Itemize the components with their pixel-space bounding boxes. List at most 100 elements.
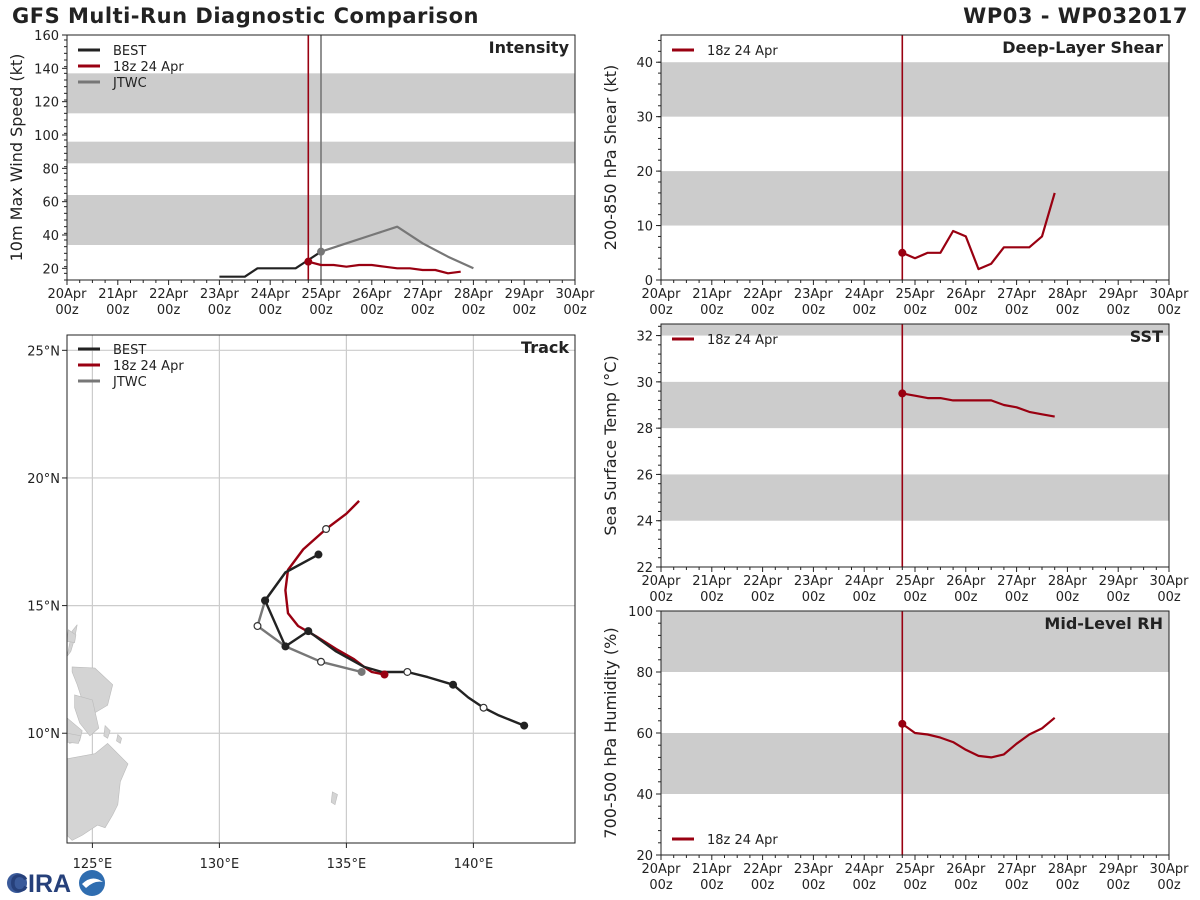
track-point-best [449, 680, 458, 689]
shear-legend-label: 18z 24 Apr [707, 44, 778, 59]
y-tick-label: 0 [645, 274, 653, 289]
x-tick-label: 00z [411, 303, 435, 318]
y-tick-label: 160 [34, 29, 59, 44]
x-tick-label: 00z [751, 878, 775, 893]
track-legend-label: JTWC [112, 375, 147, 390]
x-tick-label: 00z [55, 303, 79, 318]
x-tick-label: 00z [903, 303, 927, 318]
x-tick-label: 27Apr [997, 574, 1037, 589]
sst-panel: 20Apr00z21Apr00z22Apr00z23Apr00z24Apr00z… [601, 323, 1189, 605]
x-tick-label: 00z [1107, 590, 1131, 605]
track-point-best [304, 627, 313, 636]
rh-marker-run [898, 719, 907, 728]
track-point-best [520, 721, 529, 730]
y-tick-label: 100 [628, 605, 653, 620]
logo-globe-icon [7, 873, 27, 893]
track-lon-label: 140°E [454, 857, 494, 872]
sst-band [661, 474, 1169, 521]
track-point-open-jtwc [317, 657, 326, 666]
shear-series-run [901, 192, 1056, 271]
track-lon-label: 125°E [73, 857, 113, 872]
land-leyte [74, 694, 100, 737]
x-tick-label: 00z [954, 878, 978, 893]
x-tick-label: 00z [513, 303, 537, 318]
y-tick-label: 60 [636, 727, 653, 742]
x-tick-label: 00z [309, 303, 333, 318]
x-tick-label: 00z [751, 590, 775, 605]
x-tick-label: 27Apr [403, 287, 443, 302]
x-tick-label: 00z [802, 878, 826, 893]
x-tick-label: 00z [208, 303, 232, 318]
x-tick-label: 00z [563, 303, 587, 318]
x-tick-label: 26Apr [946, 574, 986, 589]
track-line-run [284, 500, 385, 676]
x-tick-label: 21Apr [98, 287, 138, 302]
track-lon-label: 135°E [327, 857, 367, 872]
x-tick-label: 20Apr [641, 287, 681, 302]
x-tick-label: 29Apr [1099, 287, 1139, 302]
intensity-series-best [219, 250, 322, 278]
y-tick-label: 30 [636, 376, 653, 391]
land-mindanao [67, 742, 129, 841]
rh-plot-area [661, 611, 1169, 855]
x-tick-label: 00z [751, 303, 775, 318]
x-tick-label: 00z [649, 303, 673, 318]
x-tick-label: 24Apr [845, 287, 885, 302]
x-tick-label: 00z [1107, 878, 1131, 893]
shear-band [661, 62, 1169, 117]
x-tick-label: 00z [853, 590, 877, 605]
x-tick-label: 00z [1005, 590, 1029, 605]
x-tick-label: 00z [1005, 303, 1029, 318]
x-tick-label: 00z [649, 590, 673, 605]
rh-band [661, 611, 1169, 672]
x-tick-label: 20Apr [641, 862, 681, 877]
x-tick-label: 25Apr [301, 287, 341, 302]
x-tick-label: 23Apr [794, 862, 834, 877]
rh-ylabel: 700-500 hPa Humidity (%) [601, 627, 620, 838]
land-dinagat [103, 724, 111, 739]
logo-text: CIRA [10, 870, 71, 898]
x-tick-label: 00z [259, 303, 283, 318]
x-tick-label: 27Apr [997, 862, 1037, 877]
track-point-jtwc [357, 667, 366, 676]
x-tick-label: 26Apr [352, 287, 392, 302]
x-tick-label: 00z [700, 303, 724, 318]
sst-band [661, 381, 1169, 429]
sst-ylabel: Sea Surface Temp (°C) [601, 355, 620, 535]
track-frame [66, 334, 576, 844]
x-tick-label: 00z [853, 878, 877, 893]
x-tick-label: 00z [1005, 878, 1029, 893]
land-palau [330, 791, 338, 806]
x-tick-label: 23Apr [794, 574, 834, 589]
x-tick-label: 22Apr [743, 287, 783, 302]
y-tick-label: 30 [636, 111, 653, 126]
y-tick-label: 60 [42, 196, 59, 211]
x-tick-label: 24Apr [845, 862, 885, 877]
y-tick-label: 40 [636, 56, 653, 71]
x-tick-label: 26Apr [946, 287, 986, 302]
x-tick-label: 25Apr [895, 574, 935, 589]
shear-title: Deep-Layer Shear [1002, 38, 1163, 57]
x-tick-label: 25Apr [895, 287, 935, 302]
x-tick-label: 00z [1157, 590, 1181, 605]
x-tick-label: 21Apr [692, 574, 732, 589]
track-legend-label: BEST [113, 343, 146, 358]
x-tick-label: 00z [1157, 878, 1181, 893]
x-tick-label: 00z [903, 590, 927, 605]
shear-ylabel: 200-850 hPa Shear (kt) [601, 65, 620, 251]
track-title: Track [521, 338, 569, 357]
intensity-series-jtwc [320, 225, 474, 270]
shear-panel: 20Apr00z21Apr00z22Apr00z23Apr00z24Apr00z… [601, 34, 1189, 318]
y-tick-label: 10 [636, 220, 653, 235]
x-tick-label: 00z [1056, 303, 1080, 318]
x-tick-label: 00z [700, 878, 724, 893]
track-legend-label: 18z 24 Apr [113, 359, 184, 374]
intensity-plot-area [67, 35, 575, 280]
x-tick-label: 00z [157, 303, 181, 318]
y-tick-label: 32 [636, 330, 653, 345]
x-tick-label: 23Apr [200, 287, 240, 302]
y-tick-label: 20 [636, 165, 653, 180]
x-tick-label: 00z [1056, 590, 1080, 605]
shear-plot-area [661, 35, 1169, 280]
y-tick-label: 20 [636, 849, 653, 864]
